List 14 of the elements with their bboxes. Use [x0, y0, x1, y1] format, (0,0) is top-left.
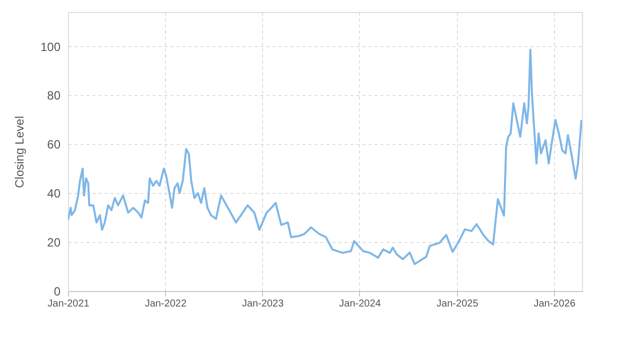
y-tick-label: 80: [47, 88, 61, 103]
x-tick-label: Jan-2023: [242, 298, 284, 310]
x-tick-label: Jan-2022: [144, 298, 187, 310]
y-tick-label: 0: [54, 284, 61, 298]
y-tick-label: 60: [47, 138, 61, 152]
x-tick-label: Jan-2021: [48, 298, 90, 310]
line-series: [68, 48, 582, 266]
y-axis-title: Closing Level: [12, 116, 26, 188]
y-tick-label: 100: [40, 40, 61, 54]
x-tick-label: Jan-2026: [534, 298, 576, 310]
y-tick-label: 40: [47, 186, 61, 201]
y-tick-label: 20: [47, 236, 61, 250]
x-tick-label: Jan-2024: [339, 298, 382, 310]
x-tick-label: Jan-2025: [436, 298, 479, 310]
